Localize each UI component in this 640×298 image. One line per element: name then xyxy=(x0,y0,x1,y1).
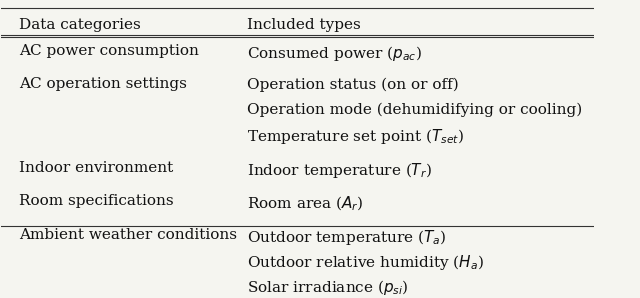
Text: Indoor temperature ($T_{r}$): Indoor temperature ($T_{r}$) xyxy=(247,161,432,180)
Text: AC power consumption: AC power consumption xyxy=(19,44,199,58)
Text: Data categories: Data categories xyxy=(19,18,141,32)
Text: AC operation settings: AC operation settings xyxy=(19,77,187,91)
Text: Outdoor temperature ($T_{a}$): Outdoor temperature ($T_{a}$) xyxy=(247,228,447,247)
Text: Solar irradiance ($p_{si}$): Solar irradiance ($p_{si}$) xyxy=(247,278,409,297)
Text: Operation mode (dehumidifying or cooling): Operation mode (dehumidifying or cooling… xyxy=(247,102,582,117)
Text: Temperature set point ($T_{set}$): Temperature set point ($T_{set}$) xyxy=(247,127,464,146)
Text: Included types: Included types xyxy=(247,18,361,32)
Text: Outdoor relative humidity ($H_{a}$): Outdoor relative humidity ($H_{a}$) xyxy=(247,253,484,272)
Text: Indoor environment: Indoor environment xyxy=(19,161,173,175)
Text: Consumed power ($p_{ac}$): Consumed power ($p_{ac}$) xyxy=(247,44,422,63)
Text: Room specifications: Room specifications xyxy=(19,194,174,208)
Text: Operation status (on or off): Operation status (on or off) xyxy=(247,77,459,91)
Text: Ambient weather conditions: Ambient weather conditions xyxy=(19,228,237,242)
Text: Room area ($A_{r}$): Room area ($A_{r}$) xyxy=(247,194,364,213)
